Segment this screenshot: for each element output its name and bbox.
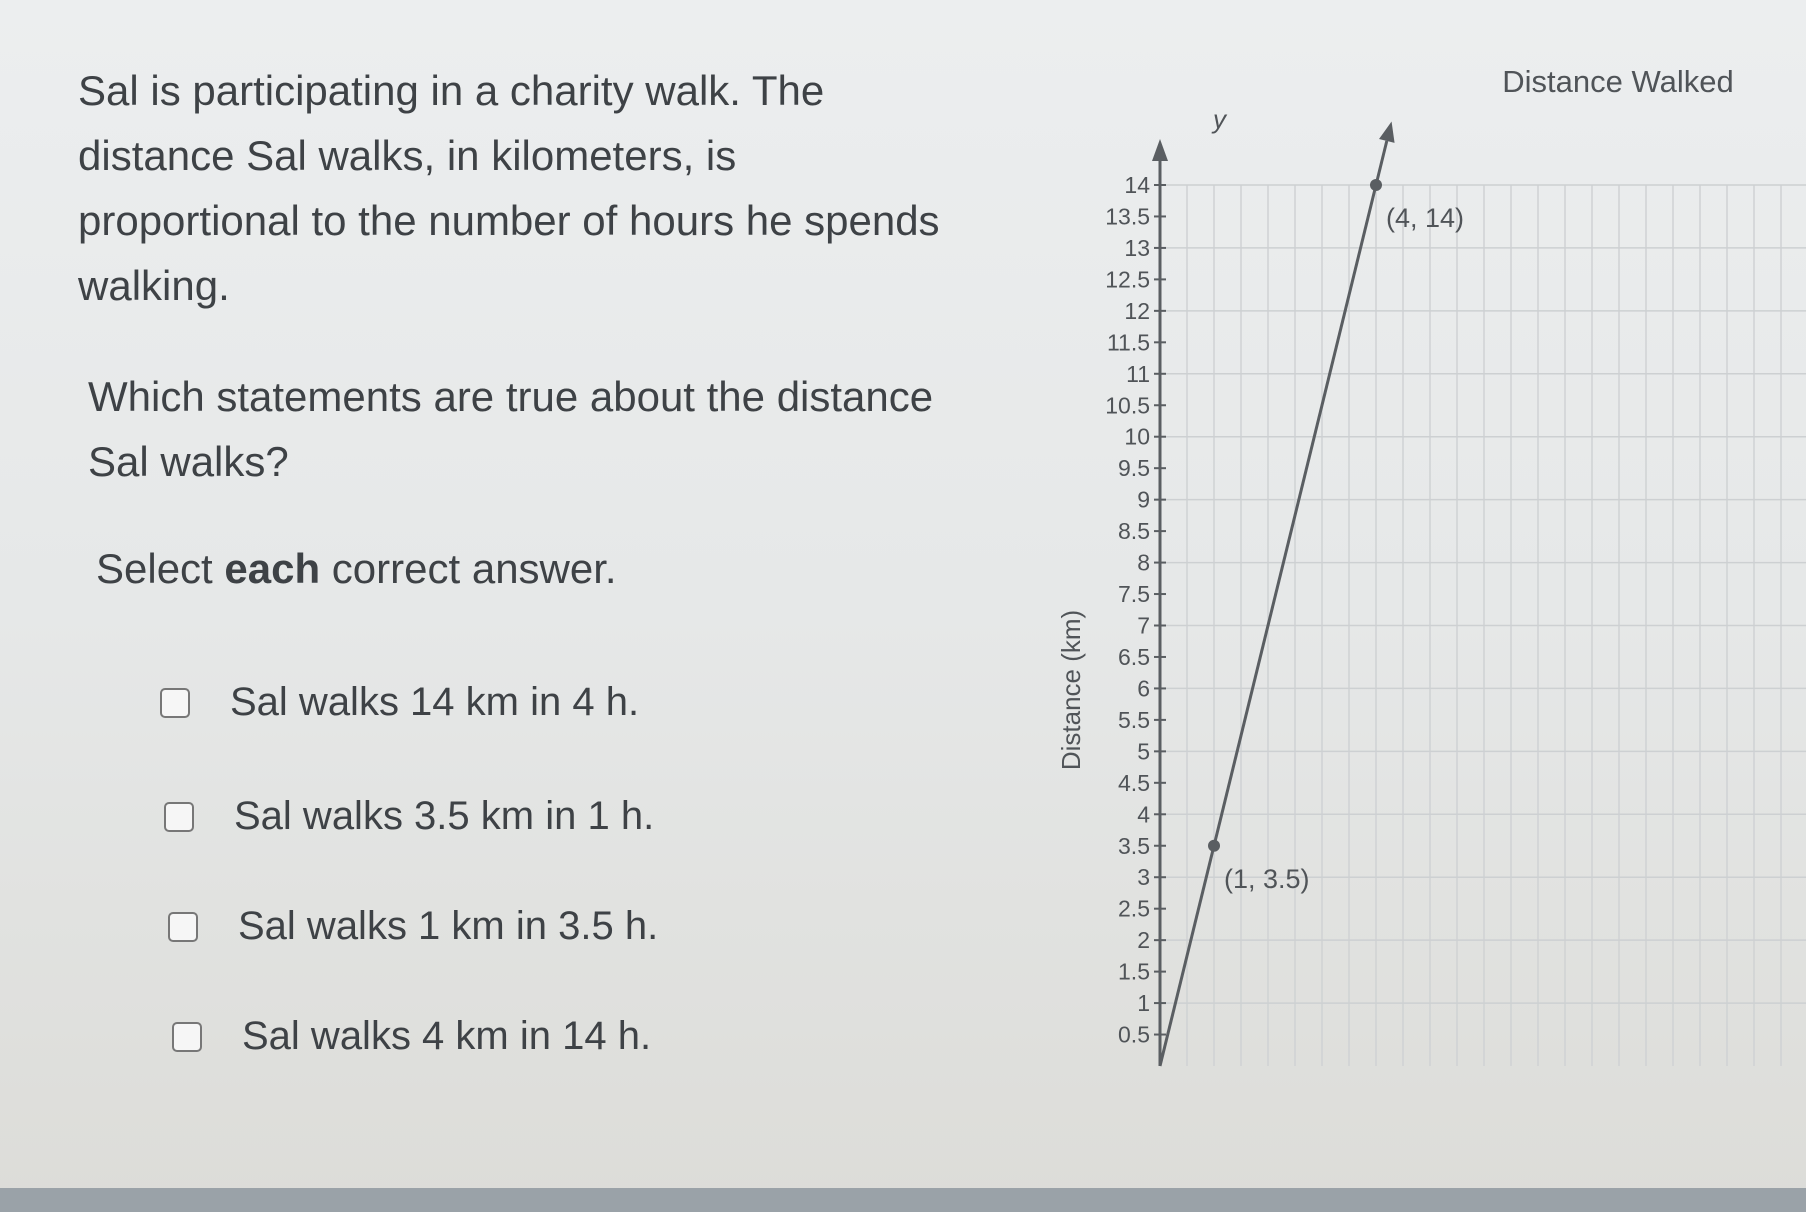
line-arrow-icon bbox=[1379, 121, 1395, 143]
y-tick-label: 3 bbox=[1137, 864, 1150, 890]
chart-title: Distance Walked bbox=[1502, 64, 1733, 99]
option-label: Sal walks 1 km in 3.5 h. bbox=[238, 904, 659, 948]
y-tick-label: 11 bbox=[1126, 361, 1150, 387]
data-point bbox=[1208, 839, 1220, 852]
checkbox[interactable] bbox=[160, 687, 190, 718]
y-tick-label: 8.5 bbox=[1118, 518, 1150, 544]
y-tick-label: 2 bbox=[1137, 927, 1150, 953]
data-point-label: (1, 3.5) bbox=[1224, 864, 1310, 894]
option-label: Sal walks 4 km in 14 h. bbox=[242, 1014, 652, 1058]
y-tick-label: 3.5 bbox=[1118, 833, 1150, 859]
y-tick-label: 13 bbox=[1124, 235, 1150, 261]
checkbox[interactable] bbox=[168, 911, 198, 942]
y-tick-label: 1.5 bbox=[1118, 959, 1150, 985]
y-tick-label: 6 bbox=[1137, 675, 1150, 701]
checkbox[interactable] bbox=[164, 801, 194, 832]
question-prompt: Which statements are true about the dist… bbox=[88, 373, 934, 485]
option-label: Sal walks 3.5 km in 1 h. bbox=[234, 794, 655, 838]
data-point-label: (4, 14) bbox=[1386, 203, 1464, 233]
y-tick-label: 8 bbox=[1137, 550, 1150, 576]
y-tick-label: 5.5 bbox=[1118, 707, 1150, 733]
y-axis-label: Distance (km) bbox=[1056, 610, 1086, 770]
y-tick-label: 11.5 bbox=[1107, 329, 1150, 355]
y-tick-label: 0.5 bbox=[1118, 1022, 1150, 1048]
instruction-text-end: correct answer. bbox=[320, 545, 617, 592]
instruction: Select each correct answer. bbox=[96, 536, 617, 601]
y-tick-label: 14 bbox=[1124, 172, 1150, 198]
y-tick-label: 4 bbox=[1137, 801, 1150, 827]
answer-option-2[interactable]: Sal walks 3.5 km in 1 h. bbox=[164, 794, 654, 839]
instruction-text: Select bbox=[96, 545, 225, 592]
y-tick-label: 5 bbox=[1137, 738, 1150, 764]
bottom-bar bbox=[0, 1188, 1806, 1212]
question-stem: Sal is participating in a charity walk. … bbox=[78, 67, 940, 309]
y-tick-label: 9.5 bbox=[1118, 455, 1150, 481]
y-tick-label: 12.5 bbox=[1105, 266, 1150, 292]
instruction-emphasis: each bbox=[224, 545, 321, 592]
y-tick-label: 10.5 bbox=[1105, 392, 1150, 418]
proportional-line bbox=[1158, 140, 1389, 1067]
y-tick-label: 7.5 bbox=[1118, 581, 1150, 607]
y-tick-label: 13.5 bbox=[1105, 203, 1150, 229]
y-tick-label: 4.5 bbox=[1118, 770, 1150, 796]
y-tick-label: 1 bbox=[1137, 990, 1150, 1016]
y-tick-label: 9 bbox=[1137, 487, 1150, 513]
checkbox[interactable] bbox=[172, 1021, 202, 1052]
y-axis-arrow-icon bbox=[1152, 139, 1168, 161]
y-tick-label: 2.5 bbox=[1118, 896, 1150, 922]
y-tick-label: 12 bbox=[1124, 298, 1150, 324]
data-point bbox=[1370, 179, 1382, 191]
y-tick-label: 10 bbox=[1124, 424, 1150, 450]
answer-option-3[interactable]: Sal walks 1 km in 3.5 h. bbox=[168, 904, 658, 949]
y-tick-label: 7 bbox=[1137, 613, 1150, 639]
y-tick-label: 6.5 bbox=[1118, 644, 1150, 670]
option-label: Sal walks 14 km in 4 h. bbox=[230, 680, 640, 724]
answer-option-4[interactable]: Sal walks 4 km in 14 h. bbox=[172, 1014, 651, 1059]
y-axis-letter: y bbox=[1211, 104, 1228, 134]
answer-option-1[interactable]: Sal walks 14 km in 4 h. bbox=[160, 680, 639, 725]
